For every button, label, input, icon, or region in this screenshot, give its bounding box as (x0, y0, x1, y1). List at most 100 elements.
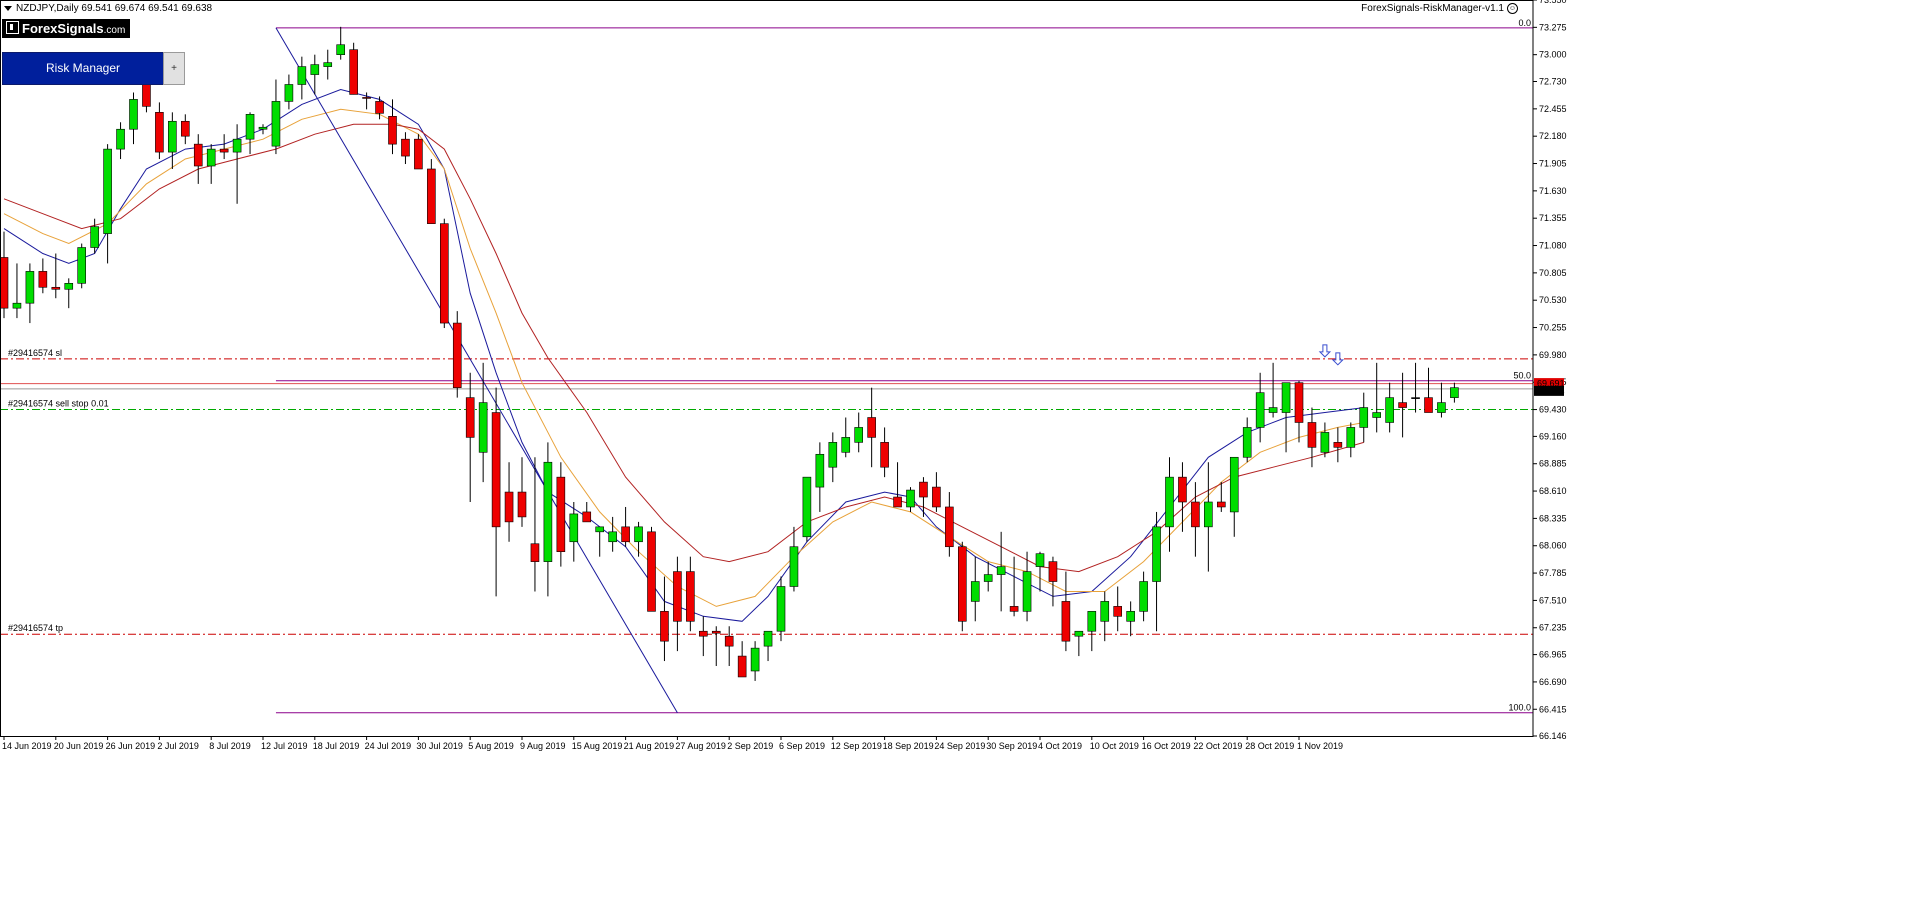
y-tick-label: 72.180 (1539, 131, 1567, 141)
dropdown-triangle-icon[interactable] (4, 5, 12, 11)
candle-body (258, 126, 268, 130)
x-tick-label: 10 Oct 2019 (1090, 741, 1139, 751)
candle-body (25, 271, 35, 304)
candle (1139, 571, 1148, 622)
candle (996, 531, 1006, 612)
candle-body (1074, 630, 1084, 637)
candle (932, 472, 941, 512)
candle (375, 96, 384, 120)
candle-body (349, 49, 358, 95)
logo-mark-icon (6, 21, 19, 34)
candle (867, 387, 876, 468)
candle-body (996, 566, 1006, 575)
candle (556, 462, 566, 567)
candle (1113, 586, 1122, 632)
candle-body (711, 630, 721, 634)
candle-body (116, 128, 125, 150)
candle-body (919, 481, 928, 498)
ask-price-tag-label: 69.691 (1537, 379, 1565, 389)
y-tick-label: 73.275 (1539, 22, 1567, 32)
ask-price-tag (1534, 378, 1564, 389)
candle (1411, 362, 1420, 413)
candle (880, 427, 889, 478)
candle-body (1359, 407, 1369, 428)
candle (673, 556, 682, 652)
x-tick-label: 26 Jun 2019 (106, 741, 156, 751)
candle (802, 476, 812, 542)
y-tick-label: 67.785 (1539, 568, 1567, 578)
candle-body (1152, 526, 1161, 582)
candle-body (647, 531, 656, 612)
x-tick-label: 1 Nov 2019 (1297, 741, 1343, 751)
level-label-sl: #29416574 sl (8, 348, 62, 358)
x-tick-label: 18 Sep 2019 (883, 741, 934, 751)
candle-body (129, 99, 138, 130)
candle-body (232, 138, 242, 153)
candle (724, 626, 734, 667)
candle-body (582, 511, 592, 523)
candle (1333, 427, 1343, 463)
candle-body (556, 476, 566, 553)
current-price-tag (1534, 385, 1564, 396)
candle-body (1113, 606, 1122, 617)
candle (271, 79, 281, 155)
candle-body (491, 412, 501, 528)
candle (388, 99, 397, 155)
y-tick-label: 72.455 (1539, 104, 1567, 114)
candle-body (1437, 402, 1446, 413)
candle (543, 442, 553, 597)
candle-body (193, 143, 203, 167)
candle (919, 477, 928, 517)
candle-body (1333, 442, 1343, 448)
candle-body (673, 571, 682, 622)
ma-mid-line (3, 108, 1364, 607)
risk-manager-button[interactable]: Risk Manager (2, 52, 164, 85)
x-tick-label: 2 Sep 2019 (727, 741, 773, 751)
candle (1255, 372, 1265, 443)
candle (789, 526, 799, 592)
candle-body (1398, 402, 1407, 408)
candle (763, 630, 773, 662)
logo-text: ForexSignals (22, 21, 104, 36)
candle (51, 253, 61, 299)
candle-body (284, 84, 294, 102)
x-tick-label: 24 Sep 2019 (934, 741, 985, 751)
risk-manager-expand-button[interactable]: + (163, 52, 185, 85)
candle (517, 457, 527, 527)
candle-body (1035, 553, 1045, 567)
chart-frame (0, 0, 1534, 737)
candle-body (1450, 387, 1459, 398)
x-tick-label: 12 Sep 2019 (831, 741, 882, 751)
candle (155, 102, 164, 160)
candle (1437, 382, 1446, 418)
logo-domain: .com (103, 25, 126, 36)
candle (1152, 511, 1161, 632)
candle (595, 526, 605, 557)
candle (1320, 422, 1330, 458)
candle (530, 457, 540, 592)
candle-body (297, 66, 307, 85)
candle (427, 159, 436, 224)
candle (25, 263, 35, 324)
x-tick-label: 6 Sep 2019 (779, 741, 825, 751)
candle (608, 516, 617, 552)
candle-body (608, 531, 617, 543)
candle (193, 134, 203, 184)
candle-body (219, 148, 229, 153)
ma-fast-line (3, 88, 1364, 622)
candle (1372, 362, 1381, 433)
candle (1424, 367, 1433, 413)
candle-body (1191, 501, 1200, 528)
candle (116, 122, 125, 160)
candle-body (1294, 382, 1304, 423)
y-tick-label: 72.730 (1539, 77, 1567, 87)
trend-line[interactable] (275, 27, 678, 713)
candle-body (38, 271, 48, 288)
candle (1229, 456, 1239, 537)
candle (168, 112, 177, 169)
x-tick-label: 9 Aug 2019 (520, 741, 566, 751)
candle-body (543, 461, 553, 562)
candle-body (621, 526, 630, 543)
